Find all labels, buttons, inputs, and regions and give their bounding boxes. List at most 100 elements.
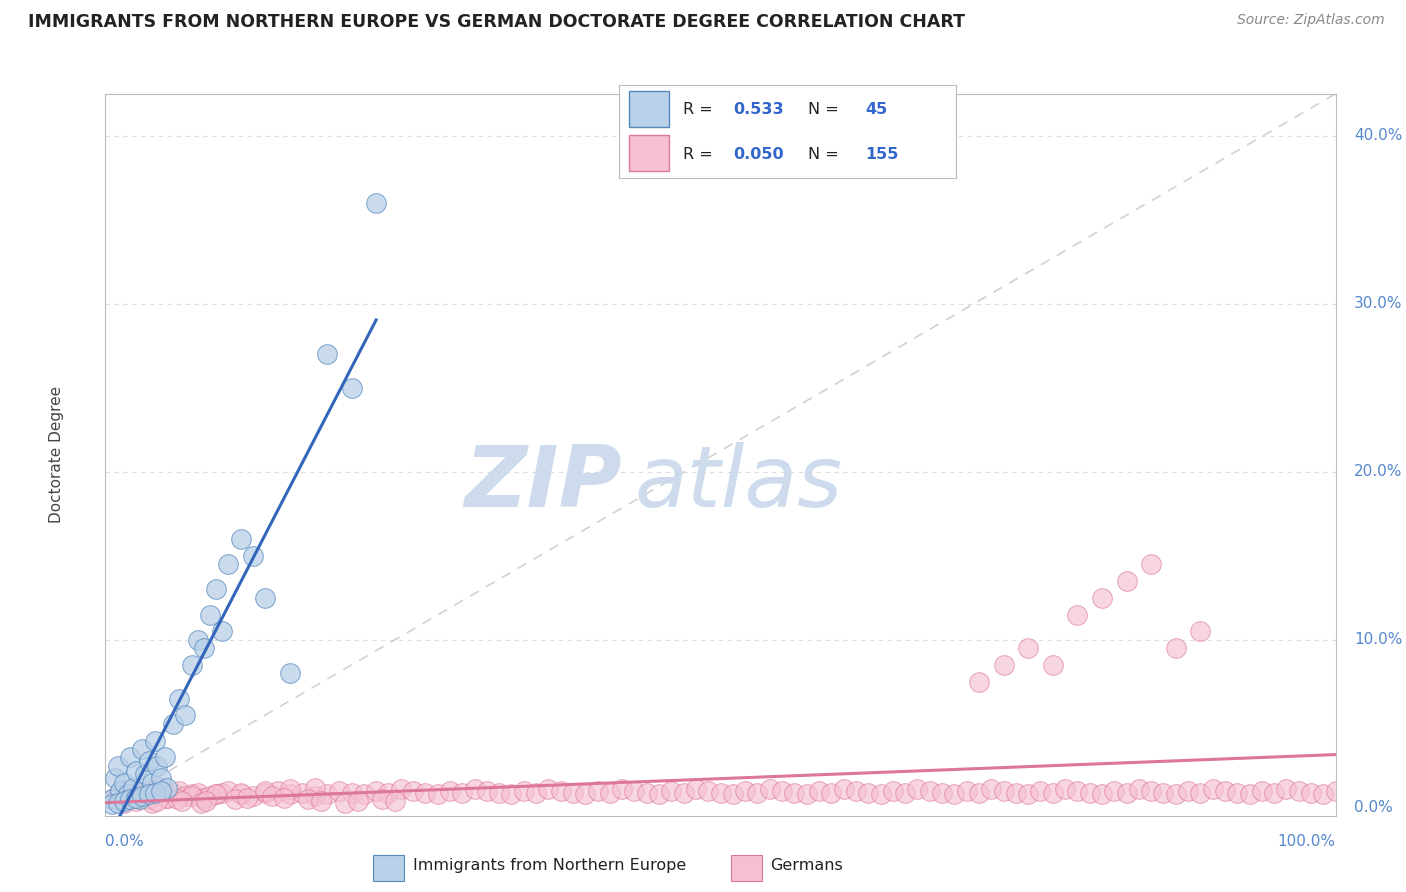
Point bbox=[513, 784, 536, 798]
FancyBboxPatch shape bbox=[628, 136, 669, 171]
Point bbox=[120, 750, 141, 764]
Point bbox=[242, 549, 264, 563]
Point bbox=[1312, 788, 1334, 802]
Text: 0.533: 0.533 bbox=[734, 102, 785, 117]
Point bbox=[149, 771, 172, 785]
Point bbox=[907, 782, 929, 797]
Point bbox=[346, 794, 368, 808]
Point bbox=[166, 792, 188, 806]
Point bbox=[242, 789, 264, 803]
Text: ZIP: ZIP bbox=[464, 442, 621, 525]
Point bbox=[1066, 607, 1088, 622]
Point bbox=[1275, 782, 1298, 797]
Point bbox=[1115, 786, 1137, 800]
Point bbox=[156, 790, 179, 805]
Point bbox=[205, 788, 228, 802]
Point bbox=[451, 786, 474, 800]
Point bbox=[153, 750, 176, 764]
Point bbox=[1004, 786, 1026, 800]
Point bbox=[100, 797, 122, 812]
Point bbox=[107, 796, 129, 810]
Point bbox=[610, 782, 633, 797]
Point bbox=[524, 786, 547, 800]
Point bbox=[858, 786, 880, 800]
Point bbox=[697, 784, 720, 798]
Point bbox=[783, 786, 806, 800]
Point bbox=[315, 347, 337, 361]
Point bbox=[550, 784, 572, 798]
Point bbox=[1324, 784, 1347, 798]
Point bbox=[100, 792, 122, 806]
Text: 100.0%: 100.0% bbox=[1278, 834, 1336, 849]
Point bbox=[112, 796, 135, 810]
Point bbox=[832, 782, 855, 797]
Text: Germans: Germans bbox=[770, 858, 844, 872]
Point bbox=[1091, 788, 1114, 802]
Point bbox=[426, 788, 449, 802]
Point bbox=[315, 788, 337, 802]
Point bbox=[229, 788, 252, 802]
Point bbox=[562, 786, 585, 800]
Point bbox=[340, 786, 363, 800]
Point bbox=[993, 784, 1015, 798]
Point bbox=[1263, 786, 1285, 800]
Point bbox=[205, 582, 228, 597]
Point bbox=[218, 557, 240, 571]
Text: 30.0%: 30.0% bbox=[1354, 296, 1403, 311]
Point bbox=[187, 632, 209, 647]
Point bbox=[110, 784, 132, 798]
Point bbox=[710, 786, 733, 800]
Point bbox=[402, 784, 425, 798]
Point bbox=[138, 788, 160, 802]
Point bbox=[770, 784, 793, 798]
Point bbox=[131, 786, 153, 800]
Point bbox=[340, 381, 363, 395]
Point bbox=[1091, 591, 1114, 605]
Point bbox=[141, 775, 163, 789]
Point bbox=[377, 786, 399, 800]
Point bbox=[180, 788, 202, 802]
Point bbox=[193, 641, 215, 656]
Point bbox=[120, 792, 141, 806]
Point bbox=[413, 786, 436, 800]
Text: 20.0%: 20.0% bbox=[1354, 464, 1403, 479]
Point bbox=[820, 786, 842, 800]
Point bbox=[107, 788, 129, 802]
Point bbox=[187, 786, 209, 800]
Point bbox=[125, 794, 148, 808]
Point bbox=[229, 786, 252, 800]
Point bbox=[143, 733, 166, 747]
Point bbox=[747, 786, 769, 800]
Point bbox=[273, 790, 295, 805]
Point bbox=[464, 782, 486, 797]
Point bbox=[1066, 784, 1088, 798]
Point bbox=[112, 775, 135, 789]
Point bbox=[143, 786, 166, 800]
Point bbox=[107, 758, 129, 772]
Point bbox=[1177, 784, 1199, 798]
Point bbox=[1164, 788, 1187, 802]
Point bbox=[180, 657, 202, 672]
Point bbox=[169, 784, 191, 798]
Point bbox=[993, 657, 1015, 672]
Point bbox=[125, 789, 148, 803]
Point bbox=[195, 794, 218, 808]
Point bbox=[943, 788, 966, 802]
Point bbox=[475, 784, 498, 798]
Point bbox=[146, 794, 169, 808]
Point bbox=[125, 764, 148, 778]
Point bbox=[198, 789, 221, 803]
Point bbox=[882, 784, 904, 798]
Text: N =: N = bbox=[807, 146, 844, 161]
Point bbox=[193, 790, 215, 805]
Point bbox=[1029, 784, 1052, 798]
Point bbox=[169, 691, 191, 706]
Point bbox=[721, 788, 744, 802]
Point bbox=[1189, 786, 1212, 800]
Point bbox=[1164, 641, 1187, 656]
Point bbox=[1239, 788, 1261, 802]
Point bbox=[586, 784, 609, 798]
Point bbox=[759, 782, 782, 797]
Point bbox=[328, 784, 350, 798]
Point bbox=[1128, 782, 1150, 797]
